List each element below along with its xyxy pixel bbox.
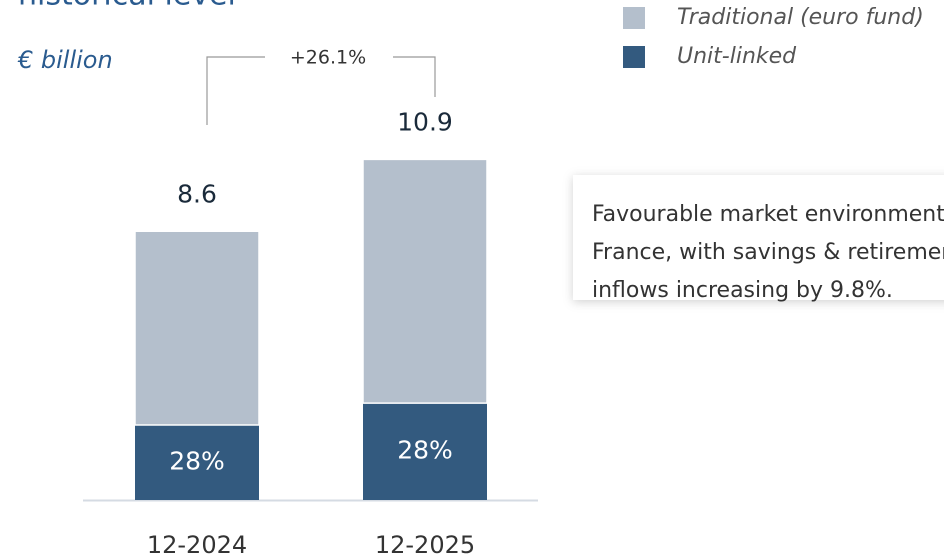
legend-swatch [623,7,645,29]
x-tick-label: 12-2024 [147,531,247,559]
callout-line: Favourable market environment in [592,202,944,227]
bracket [393,56,436,97]
bar-segment [135,425,259,500]
callout-box [573,175,944,300]
bar-segment [362,158,488,404]
x-tick-label: 12-2025 [375,531,475,559]
chart-title: historical level [18,0,236,13]
bracket [206,56,265,125]
total-label: 10.9 [397,107,453,136]
bar-segment [134,230,260,426]
callout-line: inflows increasing by 9.8%. [592,278,893,303]
legend-swatch [623,46,645,68]
growth-annotation: +26.1% [290,47,366,69]
legend-label: Unit-linked [677,44,797,69]
share-label: 28% [169,447,225,476]
callout-line: France, with savings & retirement [592,240,944,265]
total-label: 8.6 [177,179,217,208]
bar-segment [363,403,487,500]
share-label: 28% [397,436,453,465]
callout: Favourable market environment in France, … [592,202,944,303]
unit-label: € billion [17,46,113,74]
legend-label: Traditional (euro fund) [677,5,924,30]
